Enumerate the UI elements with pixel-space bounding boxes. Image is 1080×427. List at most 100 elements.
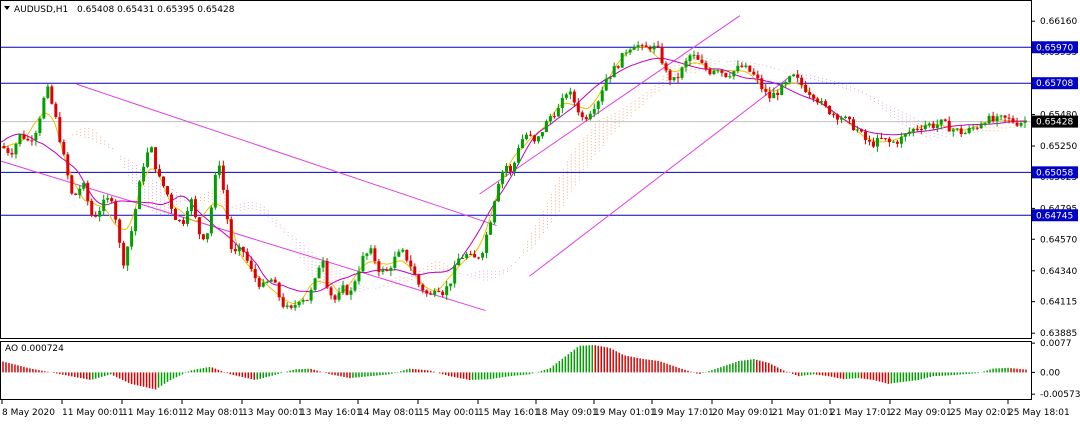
candle-body [241, 246, 245, 252]
candle-body [485, 234, 489, 254]
candle-body [552, 116, 556, 118]
candle-body [632, 47, 636, 50]
candle-body [185, 211, 189, 224]
candle-body [784, 82, 788, 85]
symbol-title: AUDUSD,H1 [14, 5, 68, 15]
candle-body [995, 116, 999, 122]
candle-body [716, 70, 720, 72]
candle-body [855, 129, 859, 131]
candle-body [6, 148, 10, 153]
trend-channel-line [0, 160, 486, 312]
candle-body [441, 291, 445, 296]
candle-body [301, 299, 305, 302]
time-tick-label: 8 May 2020 [2, 408, 55, 418]
candle-body [333, 295, 337, 300]
candle-body [879, 137, 883, 139]
candle-body [213, 174, 217, 208]
candle-body [987, 115, 991, 124]
candle-body [736, 65, 740, 72]
candle-body [357, 271, 361, 282]
candle-body [369, 248, 373, 254]
candle-body [281, 297, 285, 307]
candle-body [967, 128, 971, 134]
level-price-label: 0.64745 [1036, 211, 1073, 221]
candle-body [54, 103, 58, 118]
candle-body [469, 253, 473, 255]
candle-body [752, 71, 756, 75]
candle-body [740, 65, 744, 67]
time-tick-label: 15 May 16:01 [478, 408, 540, 418]
candle-body [397, 251, 401, 257]
candle-body [381, 269, 385, 272]
candle-body [433, 290, 437, 295]
candle-body [1023, 121, 1027, 123]
candle-body [620, 53, 624, 68]
ao-bars-layer [2, 345, 1027, 390]
candle-body [720, 70, 724, 73]
candle-body [548, 116, 552, 122]
candle-body [528, 134, 532, 136]
candle-body [265, 281, 269, 283]
candle-body [62, 141, 66, 155]
candle-body [74, 193, 78, 195]
level-price-label: 0.65708 [1036, 79, 1073, 89]
candle-body [844, 116, 848, 119]
candle-body [285, 305, 289, 307]
candle-body [931, 123, 935, 128]
candle-body [221, 165, 225, 190]
candle-body [1011, 118, 1015, 123]
dropdown-triangle-icon[interactable] [4, 6, 10, 10]
time-tick-label: 21 May 01:01 [772, 408, 834, 418]
candle-body [130, 231, 134, 247]
candle-body [313, 278, 317, 290]
candle-body [812, 94, 816, 99]
candle-body [604, 78, 608, 91]
candle-body [34, 133, 38, 141]
candle-body [891, 141, 895, 143]
candle-body [261, 282, 265, 287]
time-tick-label: 22 May 09:01 [890, 408, 952, 418]
candle-body [461, 257, 465, 259]
candle-body [393, 256, 397, 268]
candle-body [824, 101, 828, 106]
candle-body [237, 246, 241, 252]
price-tick-label: 0.65250 [1040, 142, 1077, 152]
price-tick-label: 0.64115 [1040, 298, 1077, 308]
level-price-label: 0.65970 [1036, 43, 1073, 53]
candle-body [848, 116, 852, 120]
candle-body [321, 261, 325, 268]
time-tick-label: 13 May 16:01 [300, 408, 362, 418]
candle-body [102, 199, 106, 211]
candle-body [919, 129, 923, 131]
candle-body [568, 91, 572, 95]
candle-body [158, 169, 162, 177]
candle-body [197, 217, 201, 235]
candle-body [532, 135, 536, 142]
candle-body [225, 189, 229, 220]
candle-body [572, 91, 576, 103]
trend-channels-layer [0, 15, 791, 312]
candle-body [867, 139, 871, 142]
candle-body [600, 90, 604, 102]
candle-body [792, 74, 796, 77]
candle-body [780, 84, 784, 95]
candle-body [177, 219, 181, 221]
candle-body [22, 134, 26, 139]
candle-body [309, 289, 313, 301]
candle-body [94, 215, 98, 217]
candle-body [955, 128, 959, 130]
candle-body [86, 182, 90, 201]
candle-body [939, 119, 943, 125]
candle-body [700, 59, 704, 63]
candle-body [70, 175, 74, 194]
candle-body [273, 279, 277, 283]
current-price-label: 0.65428 [1036, 118, 1073, 128]
ao-tick-label: 0.00 [1040, 368, 1060, 378]
candle-body [26, 138, 30, 141]
candle-body [983, 123, 987, 125]
candle-body [696, 55, 700, 60]
candle-body [828, 105, 832, 115]
candle-body [923, 125, 927, 130]
